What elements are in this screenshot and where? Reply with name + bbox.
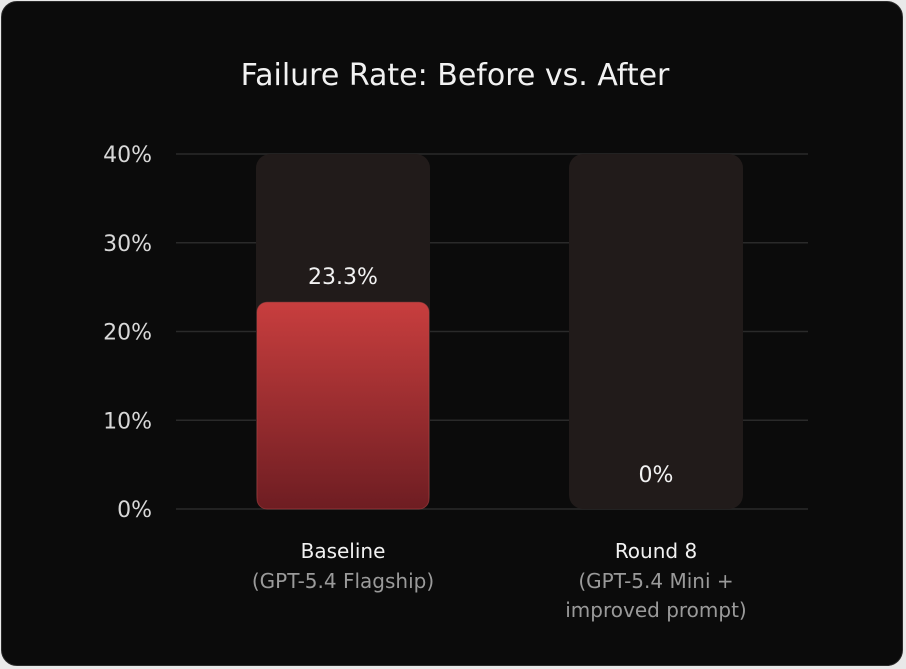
x-category-label-2: Round 8 <box>615 539 697 563</box>
bars <box>256 301 430 510</box>
y-tick-label-30: 30% <box>103 232 152 257</box>
data-label-1: 23.3% <box>308 265 378 290</box>
y-tick-label-40: 40% <box>103 143 152 168</box>
bar-1 <box>256 301 430 510</box>
chart-title: Failure Rate: Before vs. After <box>241 58 670 93</box>
y-tick-label-20: 20% <box>103 321 152 346</box>
y-tick-label-0: 0% <box>117 498 152 523</box>
labels: 0% 10% 20% 30% 40% 23.3% Baseline (GPT-5.4 Flag… <box>103 143 747 622</box>
x-category-label-1: Baseline <box>301 539 386 563</box>
x-category-sublabel-2-2: improved prompt) <box>565 598 746 622</box>
y-tick-label-10: 10% <box>103 409 152 434</box>
data-label-2: 0% <box>639 463 674 488</box>
x-category-sublabel-2-1: (GPT-5.4 Mini + <box>578 569 733 593</box>
x-category-sublabel-1-1: (GPT-5.4 Flagship) <box>252 569 434 593</box>
bar-track-2 <box>569 154 743 509</box>
